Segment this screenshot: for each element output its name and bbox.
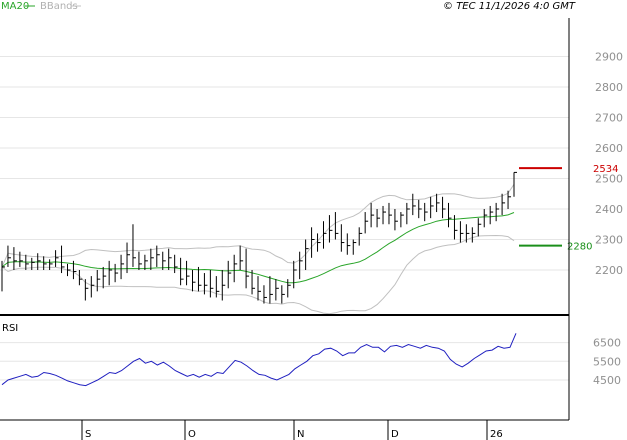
rsi-label: RSI xyxy=(2,323,18,334)
price-axis: 2200 2300 2400 2500 2600 2700 2800 2900 xyxy=(595,51,623,278)
price-tick-label: 2700 xyxy=(595,112,623,125)
rsi-tick-label: 6500 xyxy=(593,337,621,350)
rsi-tick-label: 4500 xyxy=(593,374,621,387)
support-label: 2280 xyxy=(567,242,592,253)
price-tick-label: 2500 xyxy=(595,173,623,186)
price-tick-label: 2600 xyxy=(595,142,623,155)
price-tick-label: 2800 xyxy=(595,81,623,94)
resistance-label: 2534 xyxy=(593,164,618,175)
x-tick-label: D xyxy=(391,429,399,440)
x-tick-label: 26 xyxy=(490,429,503,440)
price-tick-label: 2200 xyxy=(595,264,623,277)
price-grid xyxy=(0,56,569,271)
price-tick-label: 2300 xyxy=(595,234,623,247)
x-tick-label: N xyxy=(297,429,304,440)
bbands-legend-label[interactable]: BBands xyxy=(40,1,78,12)
x-tick-label: S xyxy=(85,429,91,440)
price-tick-label: 2400 xyxy=(595,203,623,216)
rsi-axis: 4500 5500 6500 xyxy=(593,337,621,387)
x-axis: S O N D 26 xyxy=(81,420,503,440)
x-tick-label: O xyxy=(188,429,196,440)
copyright-text: © TEC 11/1/2026 4:0 GMT xyxy=(443,1,576,12)
rsi-tick-label: 5500 xyxy=(593,355,621,368)
rsi-grid xyxy=(0,342,569,381)
chart-header: MA20 BBands © TEC 11/1/2026 4:0 GMT xyxy=(1,1,576,12)
price-tick-label: 2900 xyxy=(595,51,623,64)
ma20-legend-label[interactable]: MA20 xyxy=(1,1,29,12)
price-bars xyxy=(1,171,517,304)
ma20-line xyxy=(1,212,515,284)
rsi-line xyxy=(1,333,517,387)
bband-upper-line xyxy=(1,184,515,268)
